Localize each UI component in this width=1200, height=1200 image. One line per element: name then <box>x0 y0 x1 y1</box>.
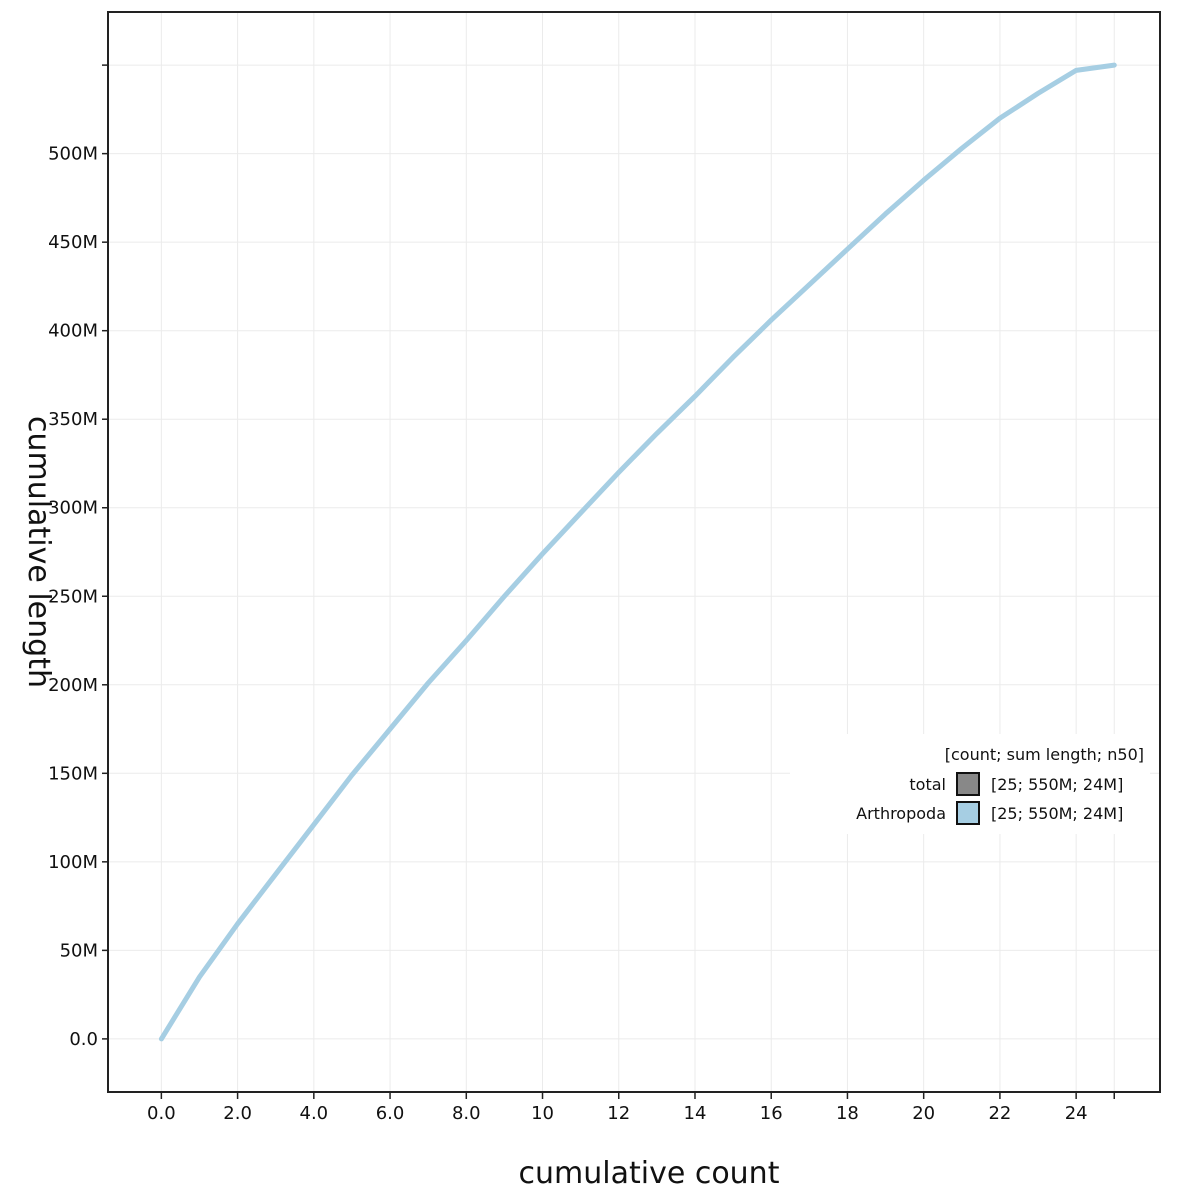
x-tick-label: 24 <box>1065 1103 1088 1124</box>
y-tick-label: 200M <box>48 675 98 696</box>
y-tick-label: 500M <box>48 144 98 165</box>
y-tick-label: 400M <box>48 321 98 342</box>
x-tick-label: 12 <box>607 1103 630 1124</box>
y-tick-label: 250M <box>48 586 98 607</box>
x-tick-label: 20 <box>912 1103 935 1124</box>
x-tick-label: 6.0 <box>376 1103 405 1124</box>
x-axis-title: cumulative count <box>519 1156 780 1191</box>
x-tick-label: 0.0 <box>147 1103 176 1124</box>
legend-entry-label: [25; 550M; 24M] <box>991 804 1123 823</box>
series-line-arthropoda <box>158 62 1117 1042</box>
legend-entry-name: total <box>909 775 946 794</box>
legend-swatch-arthropoda <box>956 801 980 825</box>
x-tick-label: 10 <box>531 1103 554 1124</box>
x-tick-label: 16 <box>760 1103 783 1124</box>
x-tick-label: 18 <box>836 1103 859 1124</box>
legend-entry-name: Arthropoda <box>856 804 946 823</box>
y-tick-label: 0.0 <box>69 1029 98 1050</box>
plot-background <box>108 12 1160 1092</box>
series-layer <box>158 62 1117 1042</box>
x-tick-label: 14 <box>684 1103 707 1124</box>
plot-frame <box>107 11 1161 1093</box>
x-axis: 0.0 2.0 4.0 6.0 8.0 10 12 14 16 18 20 22 24 <box>147 1092 1116 1124</box>
legend-swatch-total <box>956 772 980 796</box>
legend-title: [count; sum length; n50] <box>945 745 1144 764</box>
y-tick-label: 100M <box>48 852 98 873</box>
grid-lines <box>108 12 1160 1092</box>
y-axis: 0.0 50M 100M 150M 200M 250M 300M 350M 400M 450M 50… <box>48 64 108 1050</box>
y-tick-label: 300M <box>48 498 98 519</box>
legend-entry-label: [25; 550M; 24M] <box>991 775 1123 794</box>
y-tick-label: 150M <box>48 763 98 784</box>
x-tick-label: 2.0 <box>223 1103 252 1124</box>
legend: [count; sum length; n50] total [25; 550M… <box>790 734 1150 834</box>
y-tick-label: 350M <box>48 409 98 430</box>
y-tick-label: 450M <box>48 232 98 253</box>
y-axis-title: cumulative length <box>21 416 56 688</box>
x-tick-label: 22 <box>988 1103 1011 1124</box>
x-tick-label: 4.0 <box>300 1103 329 1124</box>
y-tick-label: 50M <box>60 940 98 961</box>
x-tick-label: 8.0 <box>452 1103 481 1124</box>
